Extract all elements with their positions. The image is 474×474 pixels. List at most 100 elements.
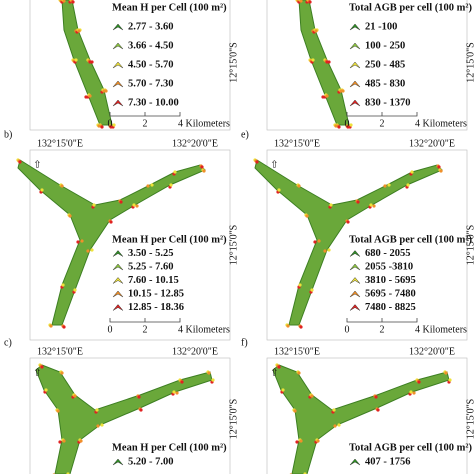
scale-label: 2 — [143, 118, 148, 129]
class-speckle — [132, 203, 136, 207]
longitude-label: 132°20'0"E — [409, 346, 455, 357]
legend-symbol — [349, 277, 361, 284]
class-speckle — [412, 391, 416, 395]
class-speckle — [255, 160, 259, 164]
scale-label: 4 Kilometers — [415, 118, 467, 129]
scale-label: 0 — [108, 118, 113, 129]
legend-item: 3.66 - 4.50 — [128, 40, 174, 51]
class-speckle — [60, 184, 64, 188]
class-speckle — [346, 220, 350, 224]
scale-label: 2 — [380, 118, 385, 129]
class-speckle — [97, 124, 101, 128]
legend-item: 12.85 - 18.36 — [128, 302, 184, 313]
legend-item: 10.15 - 12.85 — [128, 288, 184, 299]
class-speckle — [277, 365, 281, 369]
class-speckle — [68, 214, 72, 218]
legend-item: 2055 -3810 — [365, 261, 413, 272]
class-speckle — [311, 58, 315, 62]
class-speckle — [337, 125, 341, 129]
class-speckle — [61, 283, 65, 287]
scale-bar — [109, 318, 181, 323]
class-speckle — [339, 89, 343, 93]
class-speckle — [40, 365, 44, 369]
scale-label: 0 — [345, 324, 350, 335]
legend-symbol — [112, 290, 124, 298]
map-frame — [266, 149, 468, 341]
class-speckle — [383, 184, 387, 188]
class-speckle — [109, 220, 113, 224]
map-panel: 12°15'0"S Mean H per Cell (100 m²) 2.77 - … — [29, 0, 239, 131]
longitude-label: 132°20'0"E — [409, 138, 455, 149]
class-speckle — [417, 380, 421, 384]
class-speckle — [277, 188, 281, 192]
legend-symbol — [349, 263, 361, 271]
legend-item: 5.20 - 7.00 — [128, 456, 174, 467]
class-speckle — [406, 183, 410, 187]
class-speckle — [100, 125, 104, 129]
class-speckle — [88, 60, 92, 64]
class-speckle — [18, 160, 22, 164]
legend-item: 830 - 1370 — [365, 97, 411, 108]
class-speckle — [211, 378, 215, 382]
class-speckle — [349, 123, 353, 127]
class-speckle — [298, 283, 302, 287]
class-speckle — [295, 440, 299, 444]
longitude-label: 132°20'0"E — [172, 346, 218, 357]
legend-title: Total AGB per cell (100 m²) — [349, 442, 473, 453]
north-arrow: ⇨ — [269, 160, 280, 168]
legend-item: 3.50 - 5.25 — [128, 248, 174, 259]
class-speckle — [374, 395, 378, 399]
class-speckle — [369, 203, 373, 207]
class-speckle — [317, 239, 321, 243]
legend-item: 5695 - 7480 — [365, 288, 416, 299]
class-speckle — [437, 165, 441, 169]
longitude-label: 132°20'0"E — [172, 138, 218, 149]
panel-label: c) — [4, 337, 12, 348]
class-speckle — [96, 424, 100, 428]
legend-symbol — [349, 99, 361, 107]
scale-bar — [109, 112, 181, 117]
legend-item: 680 - 2055 — [365, 248, 411, 259]
legend-symbol — [112, 263, 124, 271]
legend-item: 7480 - 8825 — [365, 302, 416, 313]
legend-symbol — [349, 458, 361, 466]
legend-symbol — [112, 23, 124, 31]
legend-item: 7.60 - 10.15 — [128, 275, 179, 286]
class-speckle — [119, 200, 123, 204]
class-speckle — [314, 29, 318, 33]
class-speckle — [150, 183, 154, 187]
class-speckle — [329, 203, 333, 207]
scale-label: 2 — [380, 324, 385, 335]
legend-symbol — [112, 458, 124, 466]
mangrove-area — [298, 0, 350, 126]
latitude-label: 12°15'0"S — [465, 225, 474, 265]
north-arrow: ⇨ — [32, 160, 43, 168]
legend-item: 21 -100 — [365, 21, 397, 32]
legend-title: Mean H per Cell (100 m²) — [112, 234, 227, 245]
class-speckle — [88, 94, 92, 98]
map-frame — [266, 0, 468, 131]
latitude-label: 12°15'0"S — [465, 399, 474, 439]
class-speckle — [316, 439, 320, 443]
class-speckle — [376, 408, 380, 412]
class-speckle — [297, 184, 301, 188]
legend-item: 407 - 1756 — [365, 456, 411, 467]
class-speckle — [62, 439, 66, 443]
legend-symbol — [349, 304, 361, 311]
legend-symbol — [349, 23, 361, 31]
class-speckle — [40, 188, 44, 192]
mangrove-area — [272, 364, 450, 474]
class-speckle — [200, 165, 204, 169]
latitude-label: 12°15'0"S — [465, 42, 474, 82]
longitude-label: 132°15'0"E — [37, 138, 83, 149]
map-frame — [29, 149, 231, 341]
class-speckle — [95, 408, 99, 412]
legend-item: 3810 - 5695 — [365, 275, 416, 286]
map-frame — [29, 0, 231, 131]
class-speckle — [169, 183, 173, 187]
panel-label: f) — [241, 337, 248, 348]
class-speckle — [327, 248, 331, 252]
class-speckle — [71, 0, 75, 4]
